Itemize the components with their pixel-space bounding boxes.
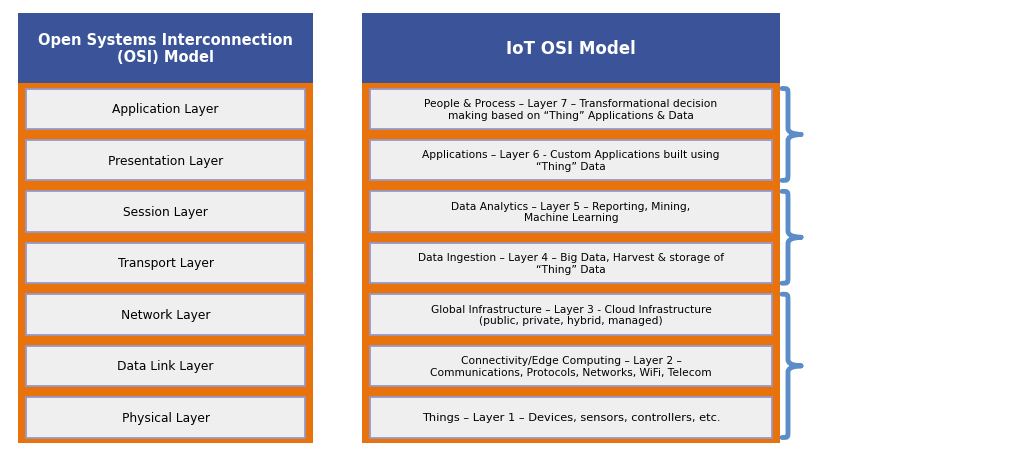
- Text: Applications – Layer 6 - Custom Applications built using
“Thing” Data: Applications – Layer 6 - Custom Applicat…: [423, 150, 720, 171]
- Text: Physical Layer: Physical Layer: [122, 411, 209, 424]
- FancyBboxPatch shape: [370, 243, 772, 284]
- Text: People & Process – Layer 7 – Transformational decision
making based on “Thing” A: People & Process – Layer 7 – Transformat…: [425, 99, 718, 120]
- FancyBboxPatch shape: [26, 295, 305, 335]
- FancyBboxPatch shape: [362, 14, 780, 443]
- FancyBboxPatch shape: [26, 89, 305, 129]
- Text: Transport Layer: Transport Layer: [118, 257, 213, 270]
- Text: Open Systems Interconnection
(OSI) Model: Open Systems Interconnection (OSI) Model: [38, 33, 293, 65]
- FancyBboxPatch shape: [370, 397, 772, 437]
- FancyBboxPatch shape: [370, 346, 772, 386]
- Text: IoT OSI Model: IoT OSI Model: [506, 40, 636, 58]
- Text: Things – Layer 1 – Devices, sensors, controllers, etc.: Things – Layer 1 – Devices, sensors, con…: [422, 412, 721, 422]
- Text: Data Ingestion – Layer 4 – Big Data, Harvest & storage of
“Thing” Data: Data Ingestion – Layer 4 – Big Data, Har…: [418, 253, 724, 274]
- FancyBboxPatch shape: [362, 14, 780, 84]
- Text: Connectivity/Edge Computing – Layer 2 –
Communications, Protocols, Networks, WiF: Connectivity/Edge Computing – Layer 2 – …: [430, 355, 711, 377]
- FancyBboxPatch shape: [18, 14, 313, 443]
- FancyBboxPatch shape: [370, 89, 772, 129]
- FancyBboxPatch shape: [26, 346, 305, 386]
- Text: Data Analytics – Layer 5 – Reporting, Mining,
Machine Learning: Data Analytics – Layer 5 – Reporting, Mi…: [452, 201, 691, 223]
- FancyBboxPatch shape: [370, 295, 772, 335]
- FancyBboxPatch shape: [26, 192, 305, 232]
- FancyBboxPatch shape: [370, 141, 772, 181]
- Text: Global Infrastructure – Layer 3 - Cloud Infrastructure
(public, private, hybrid,: Global Infrastructure – Layer 3 - Cloud …: [431, 304, 711, 326]
- FancyBboxPatch shape: [26, 397, 305, 437]
- Text: Presentation Layer: Presentation Layer: [108, 154, 223, 167]
- Text: Data Link Layer: Data Link Layer: [118, 359, 213, 373]
- FancyBboxPatch shape: [26, 141, 305, 181]
- FancyBboxPatch shape: [18, 14, 313, 84]
- FancyBboxPatch shape: [26, 243, 305, 284]
- Text: Network Layer: Network Layer: [121, 308, 210, 321]
- FancyBboxPatch shape: [370, 192, 772, 232]
- Text: Application Layer: Application Layer: [112, 103, 219, 116]
- Text: Session Layer: Session Layer: [123, 206, 208, 219]
